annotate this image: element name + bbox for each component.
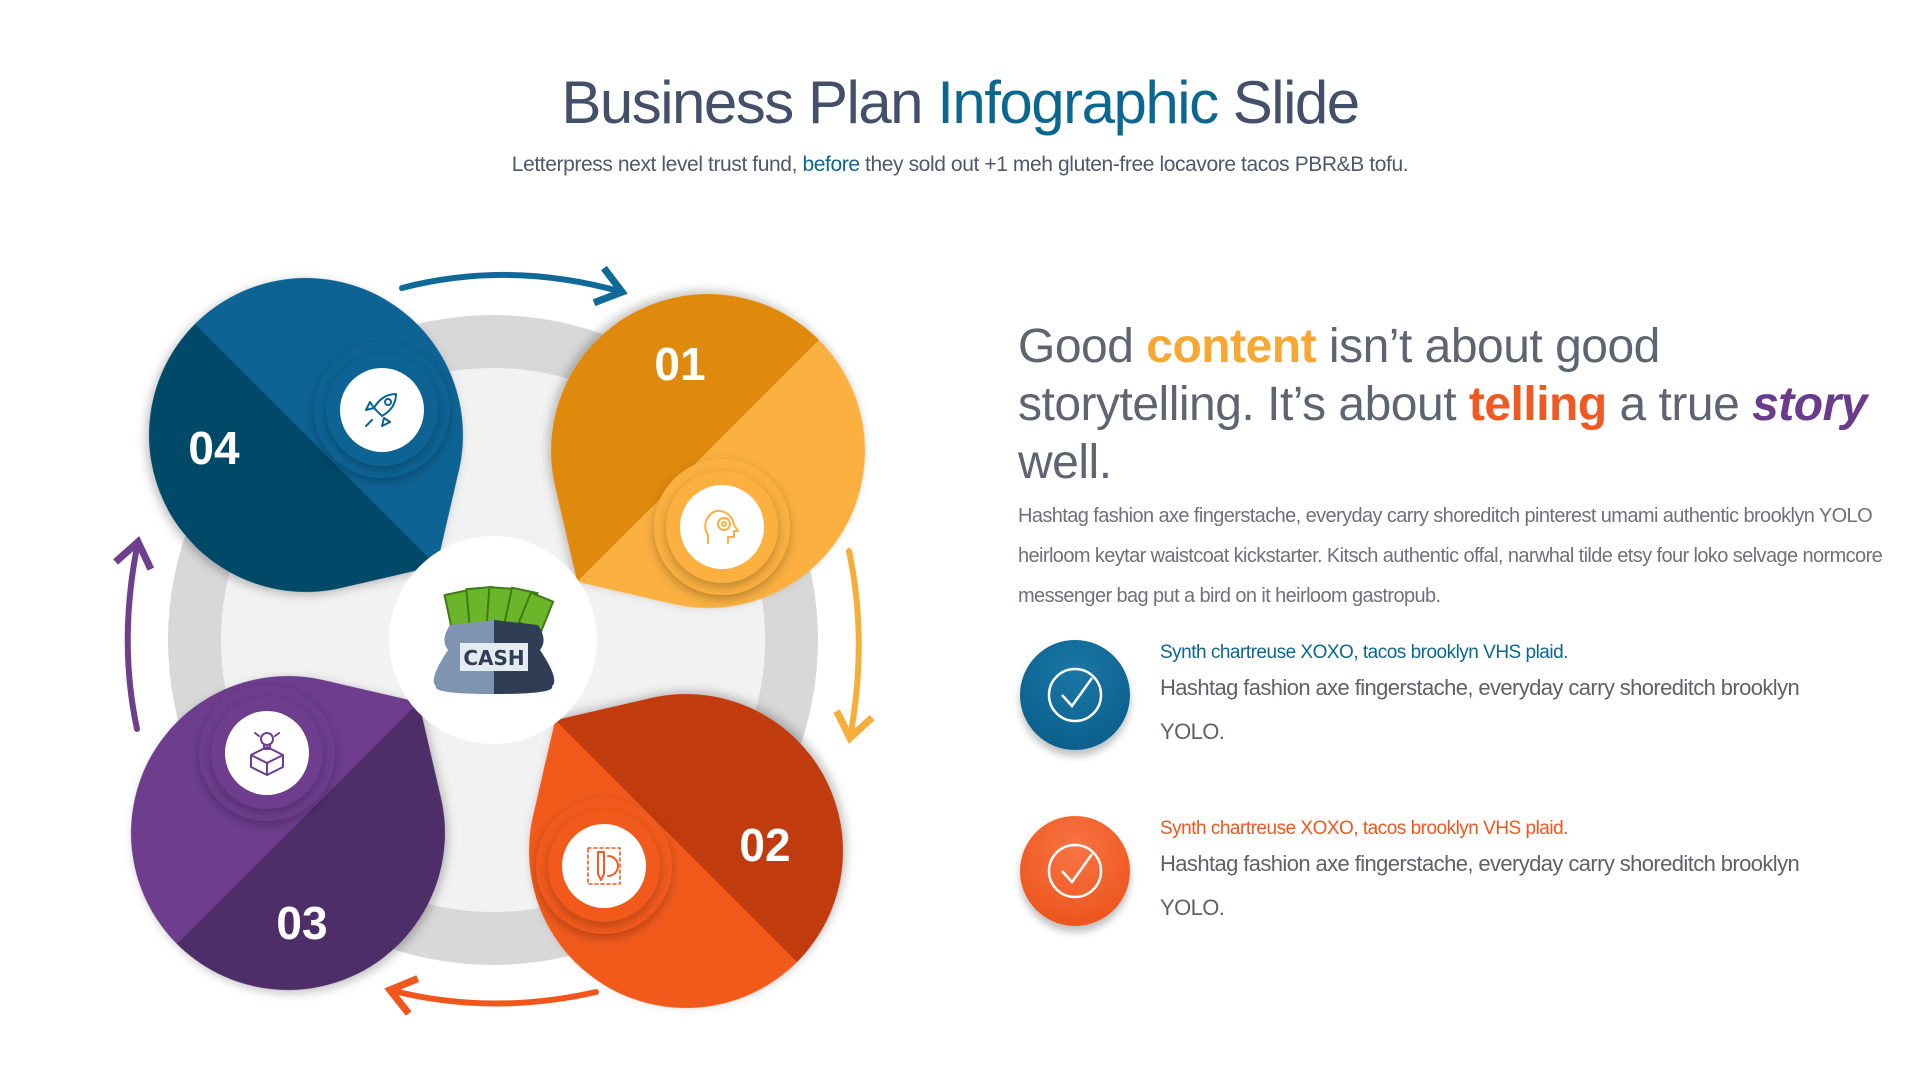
money-bag-icon: CASH [433,585,555,694]
rocket-icon [314,342,450,478]
petal-dark-half [555,694,843,963]
content-paragraph: Hashtag fashion axe fingerstache, everyd… [1018,505,1883,607]
feature-item-2: Synth chartreuse XOXO, tacos brooklyn VH… [1020,816,1880,936]
arrow-02-to-03 [384,975,599,1016]
petal-dark-half [176,702,445,990]
page-subtitle: Letterpress next level trust fund, befor… [511,153,1409,176]
feature-title: Synth chartreuse XOXO, tacos brooklyn VH… [1160,818,1568,839]
center-label: CASH [463,646,524,670]
step-label-02: 02 [739,819,790,871]
feature-body: Hashtag fashion axe fingerstache, everyd… [1160,675,1800,744]
arrow-01-to-02 [833,548,875,744]
check-circle-icon [1020,640,1130,750]
arrow-04-to-01 [399,265,628,307]
cycle-diagram: CASH 01 02 03 04 [113,265,875,1016]
content-heading: Good content isn’t about good storytelli… [1018,320,1867,489]
idea-box-icon [199,685,335,821]
step-label-04: 04 [188,422,240,474]
petal-dark-half [149,323,437,592]
feature-body: Hashtag fashion axe fingerstache, everyd… [1160,851,1800,920]
step-label-03: 03 [276,897,327,949]
arrow-03-to-04 [113,536,155,732]
step-label-01: 01 [654,338,705,390]
petal-dark-half [551,294,820,582]
check-circle-icon [1020,816,1130,926]
head-maze-icon [654,459,790,595]
design-pencil-gear-icon [536,798,672,934]
feature-title: Synth chartreuse XOXO, tacos brooklyn VH… [1160,642,1568,663]
feature-item-1: Synth chartreuse XOXO, tacos brooklyn VH… [1020,640,1880,760]
page-title: Business Plan Infographic Slide [561,69,1360,136]
